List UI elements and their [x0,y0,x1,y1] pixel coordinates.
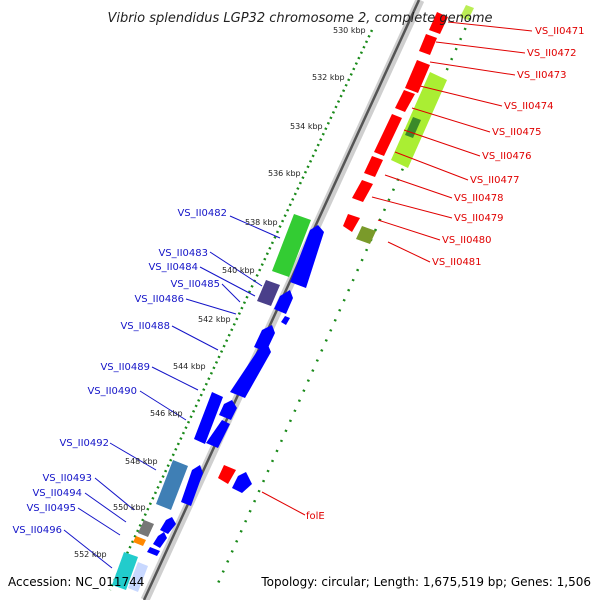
gene-blue-9[interactable] [181,465,203,506]
forward-gene-label: VS_II0492 [59,438,109,449]
gene-vs-ii0494-gray[interactable] [138,520,154,537]
kbp-label: 544 kbp [173,362,206,371]
reverse-gene-label: folE [306,511,325,522]
gene-vs-ii0471[interactable] [429,12,448,34]
kbp-label: 548 kbp [125,457,158,466]
forward-gene-label: VS_II0485 [170,279,220,290]
kbp-label: 552 kbp [74,550,107,559]
gene-vs-ii0474[interactable] [395,90,415,112]
gene-fole[interactable] [218,465,236,484]
gene-vs-ii0473[interactable] [405,60,430,93]
gene-vs-ii0481[interactable] [356,226,376,244]
gene-vs-ii0475[interactable] [374,114,402,156]
gene-vs-ii0492-steel[interactable] [156,460,188,510]
forward-gene-label: VS_II0486 [134,294,184,305]
forward-gene-label: VS_II0484 [148,262,198,273]
gene-vs-ii0479[interactable] [343,214,360,232]
gene-blue-6[interactable] [194,392,223,444]
reverse-leaders [261,21,533,516]
forward-gene-label: VS_II0493 [42,473,92,484]
reverse-strand-features [218,5,474,484]
reverse-gene-labels: VS_II0471 VS_II0472 VS_II0473 VS_II0474 VS_I… [306,26,585,522]
reverse-gene-label: VS_II0478 [454,193,504,204]
gene-vs-ii0477[interactable] [352,180,373,202]
gene-blue-7[interactable] [219,400,237,420]
gene-lime-top[interactable] [460,5,474,20]
gene-orange[interactable] [133,536,146,546]
gene-blue-fole-adj[interactable] [232,472,252,493]
gene-blue-11[interactable] [153,532,167,548]
gene-blue-5[interactable] [230,345,271,398]
kbp-label: 546 kbp [150,409,183,418]
kbp-label: 534 kbp [290,122,323,131]
reverse-gene-label: VS_II0471 [535,26,585,37]
kbp-label: 536 kbp [268,169,301,178]
forward-gene-label: VS_II0494 [32,488,82,499]
gene-vs-ii0482-green[interactable] [272,214,311,277]
gene-blue-3[interactable] [281,316,290,325]
gene-blue-12[interactable] [147,547,160,556]
topology-text: Topology: circular; Length: 1,675,519 bp… [260,575,591,589]
reverse-gene-label: VS_II0473 [517,70,567,81]
forward-strand-features [112,214,324,592]
reverse-gene-label: VS_II0472 [527,48,577,59]
gene-vs-ii0476[interactable] [364,156,383,177]
forward-gene-label: VS_II0495 [26,503,76,514]
forward-gene-label: VS_II0483 [158,248,208,259]
kbp-label: 532 kbp [312,73,345,82]
map-title: Vibrio splendidus LGP32 chromosome 2, co… [107,11,492,26]
forward-gene-label: VS_II0496 [12,525,62,536]
gene-blue-4[interactable] [254,325,275,352]
forward-leaders [63,215,281,569]
kbp-label: 550 kbp [113,503,146,512]
gene-blue-8[interactable] [206,420,230,448]
gene-blue-2[interactable] [274,290,293,314]
gene-blue-1[interactable] [290,225,324,288]
gene-vs-ii0484-purple[interactable] [257,280,280,306]
kbp-label: 540 kbp [222,266,255,275]
kbp-scale-labels: 530 kbp 532 kbp 534 kbp 536 kbp 538 kbp 540 k… [74,26,366,559]
gene-blue-10[interactable] [160,517,176,534]
kbp-label: 530 kbp [333,26,366,35]
kbp-label: 538 kbp [245,218,278,227]
reverse-gene-label: VS_II0476 [482,151,532,162]
accession-text: Accession: NC_011744 [8,575,144,589]
forward-gene-label: VS_II0488 [120,321,170,332]
forward-gene-label: VS_II0482 [177,208,227,219]
gene-pale-blue[interactable] [128,562,148,592]
reverse-gene-label: VS_II0475 [492,127,542,138]
inner-dotted-track [108,29,374,591]
reverse-gene-label: VS_II0479 [454,213,504,224]
reverse-gene-label: VS_II0480 [442,235,492,246]
reverse-gene-label: VS_II0474 [504,101,554,112]
kbp-label: 542 kbp [198,315,231,324]
forward-gene-labels: VS_II0482 VS_II0483 VS_II0484 VS_II0485 VS_I… [12,208,227,536]
gene-dark-green[interactable] [405,117,421,138]
gene-vs-ii0496-cyan[interactable] [112,552,138,590]
gene-vs-ii0472[interactable] [419,34,437,55]
reverse-gene-label: VS_II0477 [470,175,520,186]
forward-gene-label: VS_II0490 [87,386,137,397]
reverse-gene-label: VS_II0481 [432,257,482,268]
forward-gene-label: VS_II0489 [100,362,150,373]
